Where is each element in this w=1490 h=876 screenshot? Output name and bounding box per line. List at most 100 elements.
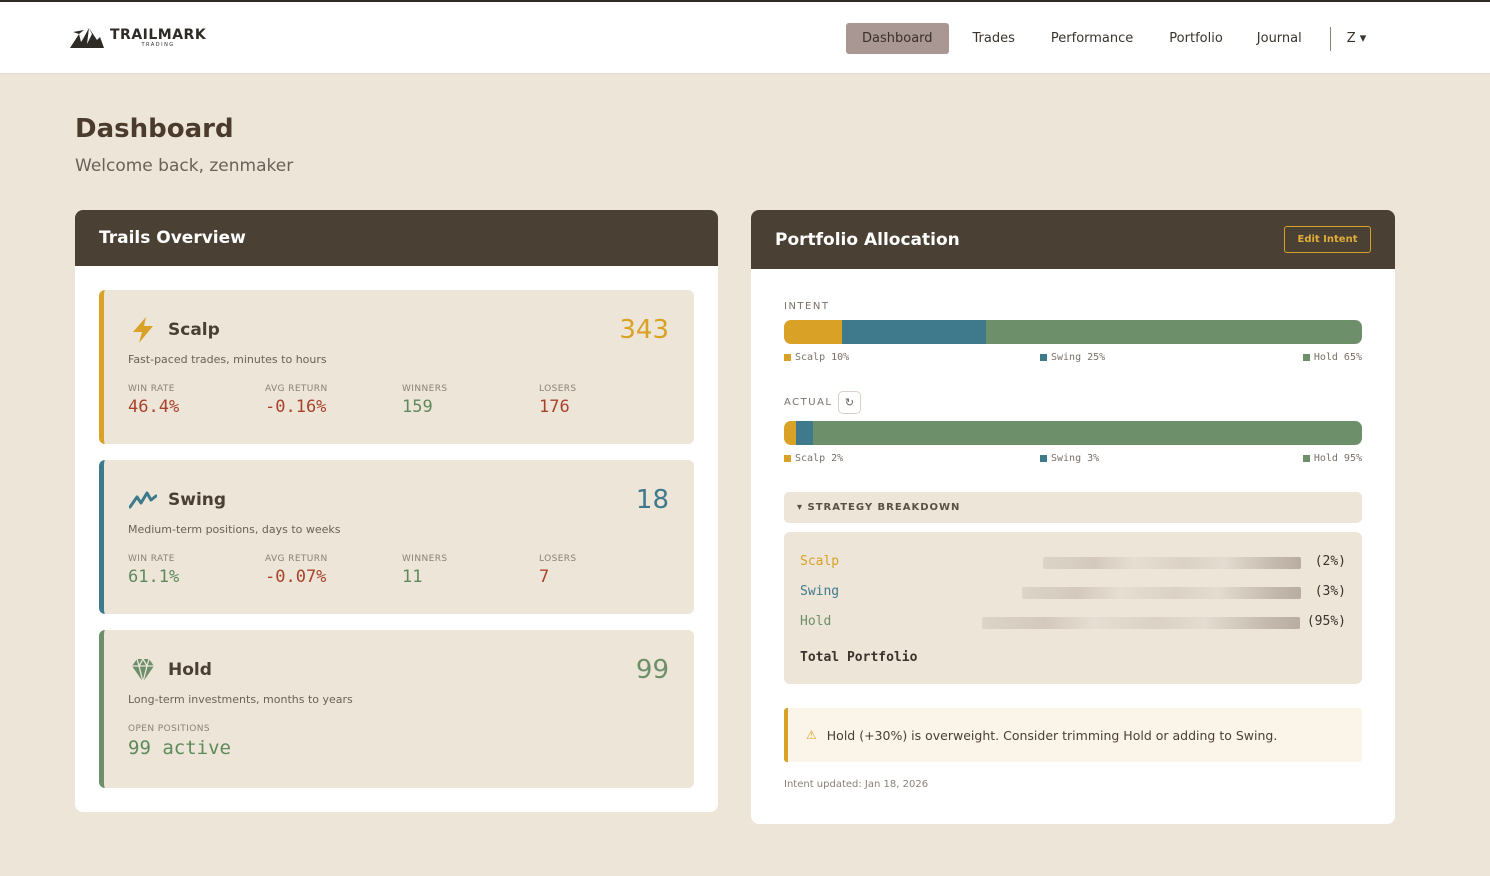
strategy-breakdown-toggle[interactable]: ▾ STRATEGY BREAKDOWN — [784, 492, 1362, 523]
intent-bar-swing — [841, 320, 987, 344]
trail-name: Swing — [168, 490, 227, 510]
trail-description: Medium-term positions, days to weeks — [128, 523, 341, 536]
page-title: Dashboard — [75, 114, 234, 144]
nav-dashboard[interactable]: Dashboard — [846, 23, 949, 54]
stat-value: 176 — [539, 397, 570, 417]
welcome-message: Welcome back, zenmaker — [75, 156, 294, 176]
edit-intent-button[interactable]: Edit Intent — [1284, 226, 1371, 253]
top-border — [0, 0, 1490, 2]
stat-winners: WINNERS 11 — [402, 554, 447, 587]
nav-performance[interactable]: Performance — [1050, 31, 1134, 46]
warning-text: Hold (+30%) is overweight. Consider trim… — [826, 727, 1278, 743]
stat-losers: LOSERS 176 — [539, 384, 577, 417]
trail-count: 99 — [635, 655, 669, 685]
trails-overview-title: Trails Overview — [75, 210, 718, 266]
actual-legend: Scalp 2% Swing 3% Hold 95% — [784, 453, 1362, 467]
stat-label: WIN RATE — [128, 384, 175, 394]
stat-label: OPEN POSITIONS — [128, 724, 210, 734]
intent-legend: Scalp 10% Swing 25% Hold 65% — [784, 352, 1362, 366]
trail-card-scalp[interactable]: Scalp 343 Fast-paced trades, minutes to … — [99, 290, 694, 444]
stat-win-rate: WIN RATE 46.4% — [128, 384, 179, 417]
portfolio-allocation-title: Portfolio Allocation — [775, 229, 960, 250]
trail-description: Long-term investments, months to years — [128, 693, 353, 706]
portfolio-allocation-card: Portfolio Allocation Edit Intent INTENT … — [751, 210, 1395, 824]
legend-label: Hold 65% — [1313, 352, 1362, 363]
trail-count: 343 — [619, 315, 669, 345]
redacted-value — [982, 617, 1300, 629]
user-menu-button[interactable]: Z ▾ — [1346, 31, 1367, 46]
actual-bar-scalp — [784, 421, 796, 445]
legend-label: Scalp 10% — [795, 352, 850, 363]
intent-updated-text: Intent updated: Jan 18, 2026 — [784, 779, 929, 790]
nav-journal[interactable]: Journal — [1256, 31, 1302, 46]
trail-count: 18 — [635, 485, 669, 515]
overweight-warning: ⚠ Hold (+30%) is overweight. Consider tr… — [784, 708, 1362, 762]
stat-value: -0.07% — [265, 567, 327, 587]
portfolio-allocation-header: Portfolio Allocation Edit Intent — [751, 210, 1395, 269]
stat-value: 99 active — [128, 737, 231, 759]
breakdown-pct: (3%) — [1314, 584, 1346, 599]
legend-item-swing: Swing 3% — [1040, 453, 1099, 464]
stat-losers: LOSERS 7 — [539, 554, 577, 587]
breakdown-name: Swing — [800, 584, 840, 599]
nav-portfolio[interactable]: Portfolio — [1169, 31, 1223, 46]
intent-bar-scalp — [784, 320, 842, 344]
stat-value: -0.16% — [265, 397, 327, 417]
top-nav-bar: TRAILMARK TRADING Dashboard Trades Perfo… — [0, 2, 1490, 74]
actual-label: ACTUAL — [784, 397, 833, 408]
nav-trades[interactable]: Trades — [972, 31, 1015, 46]
breakdown-row-hold: Hold (95%) — [800, 614, 1346, 632]
trail-name: Hold — [168, 660, 212, 680]
stat-value: 11 — [402, 567, 423, 587]
legend-item-hold: Hold 65% — [1302, 352, 1362, 363]
stat-value: 46.4% — [128, 397, 180, 417]
total-portfolio-label: Total Portfolio — [800, 650, 918, 665]
brand-name: TRAILMARK — [110, 27, 207, 43]
actual-bar — [784, 421, 1362, 445]
nav-divider — [1329, 26, 1331, 51]
legend-label: Swing 3% — [1051, 453, 1100, 464]
breakdown-name: Scalp — [800, 554, 840, 569]
intent-bar — [784, 320, 1362, 344]
redacted-value — [1022, 587, 1301, 599]
legend-label: Swing 25% — [1051, 352, 1106, 363]
stat-open-positions: OPEN POSITIONS 99 active — [128, 724, 231, 759]
stat-label: LOSERS — [539, 554, 577, 564]
stat-value: 7 — [539, 567, 550, 587]
legend-label: Hold 95% — [1313, 453, 1362, 464]
zigzag-chart-icon — [129, 491, 157, 509]
trail-card-hold[interactable]: Hold 99 Long-term investments, months to… — [99, 630, 694, 788]
breakdown-pct: (95%) — [1306, 614, 1346, 629]
stat-label: AVG RETURN — [265, 384, 328, 394]
mountain-logo-icon — [70, 28, 104, 48]
stat-label: WIN RATE — [128, 554, 175, 564]
legend-label: Scalp 2% — [795, 453, 844, 464]
stat-value: 159 — [402, 397, 433, 417]
breakdown-row-swing: Swing (3%) — [800, 584, 1346, 602]
legend-item-scalp: Scalp 10% — [784, 352, 849, 363]
stat-label: WINNERS — [402, 384, 448, 394]
breakdown-name: Hold — [800, 614, 832, 629]
trail-description: Fast-paced trades, minutes to hours — [128, 353, 327, 366]
trail-name: Scalp — [168, 320, 220, 340]
stat-label: AVG RETURN — [265, 554, 328, 564]
intent-bar-hold — [986, 320, 1362, 344]
redacted-value — [1043, 557, 1301, 569]
stat-label: WINNERS — [402, 554, 448, 564]
trail-card-swing[interactable]: Swing 18 Medium-term positions, days to … — [99, 460, 694, 614]
breakdown-pct: (2%) — [1314, 554, 1346, 569]
legend-item-swing: Swing 25% — [1040, 352, 1105, 363]
diamond-icon — [132, 657, 154, 683]
actual-bar-hold — [812, 421, 1362, 445]
stat-win-rate: WIN RATE 61.1% — [128, 554, 179, 587]
actual-bar-swing — [795, 421, 813, 445]
lightning-icon — [133, 317, 153, 343]
brand-logo[interactable]: TRAILMARK TRADING — [70, 26, 206, 50]
refresh-icon[interactable]: ↻ — [838, 391, 861, 414]
stat-avg-return: AVG RETURN -0.07% — [265, 554, 328, 587]
intent-label: INTENT — [784, 301, 830, 312]
trails-overview-card: Trails Overview Scalp 343 Fast-paced tra… — [75, 210, 718, 812]
stat-label: LOSERS — [539, 384, 577, 394]
main-nav: Dashboard Trades Performance Portfolio J… — [846, 23, 1370, 54]
brand-subtitle: TRADING — [141, 42, 175, 48]
